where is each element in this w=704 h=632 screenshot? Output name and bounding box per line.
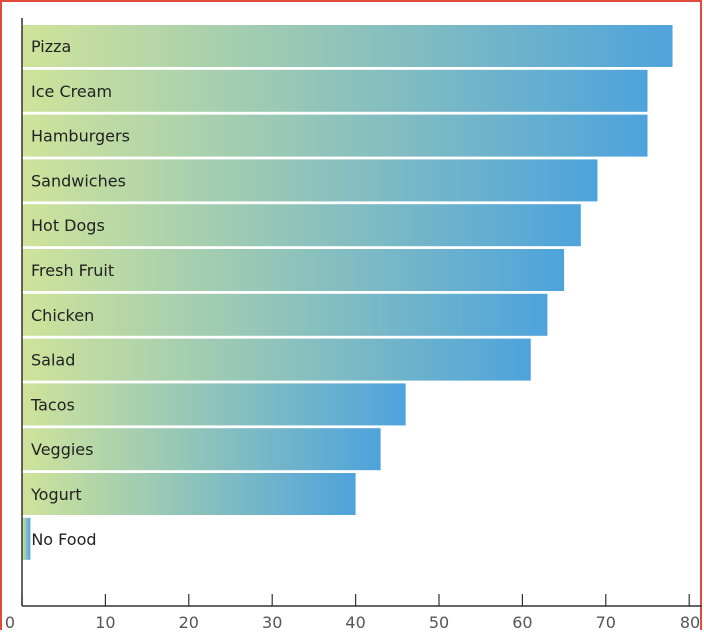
x-tick-label: 40 [345, 613, 365, 632]
bar-label: Hamburgers [31, 127, 130, 146]
bar-ice-cream [22, 69, 648, 112]
x-tick-label: 60 [512, 613, 532, 632]
bar-hamburgers [22, 114, 648, 157]
bar-yogurt [22, 473, 356, 515]
bar-fresh-fruit [22, 249, 565, 291]
bar-label: Tacos [30, 395, 75, 414]
bar-label: Fresh Fruit [31, 261, 114, 280]
bar-sandwiches [22, 159, 598, 202]
bar-label: Yogurt [30, 485, 82, 504]
bar-label: Chicken [31, 306, 94, 325]
bar-hot-dogs [22, 204, 581, 247]
x-tick-label: 20 [179, 613, 199, 632]
bar-no-food [22, 517, 31, 560]
bar-label: Ice Cream [31, 82, 112, 101]
bar-chicken [22, 293, 548, 336]
x-tick-label: 0 [5, 613, 15, 632]
bar-label: Veggies [31, 440, 93, 459]
x-tick-label: 80 [680, 613, 700, 632]
bar-label: Salad [31, 351, 75, 370]
bar-label: Sandwiches [31, 171, 126, 190]
bar-label: Pizza [31, 37, 71, 56]
bar-pizza [22, 25, 673, 67]
x-tick-label: 10 [95, 613, 115, 632]
bar-label: No Food [31, 530, 96, 549]
x-tick-label: 30 [262, 613, 282, 632]
bar-label: Hot Dogs [31, 216, 105, 235]
x-tick-label: 50 [429, 613, 449, 632]
bar-veggies [22, 428, 381, 471]
bar-tacos [22, 383, 406, 426]
x-tick-label: 70 [596, 613, 616, 632]
bar-salad [22, 338, 531, 381]
bars-group: Pizza Ice Cream Hamburgers Sandwiches Hot Do… [22, 25, 673, 560]
x-axis: 0 10 20 30 40 50 60 70 80 [5, 18, 702, 632]
